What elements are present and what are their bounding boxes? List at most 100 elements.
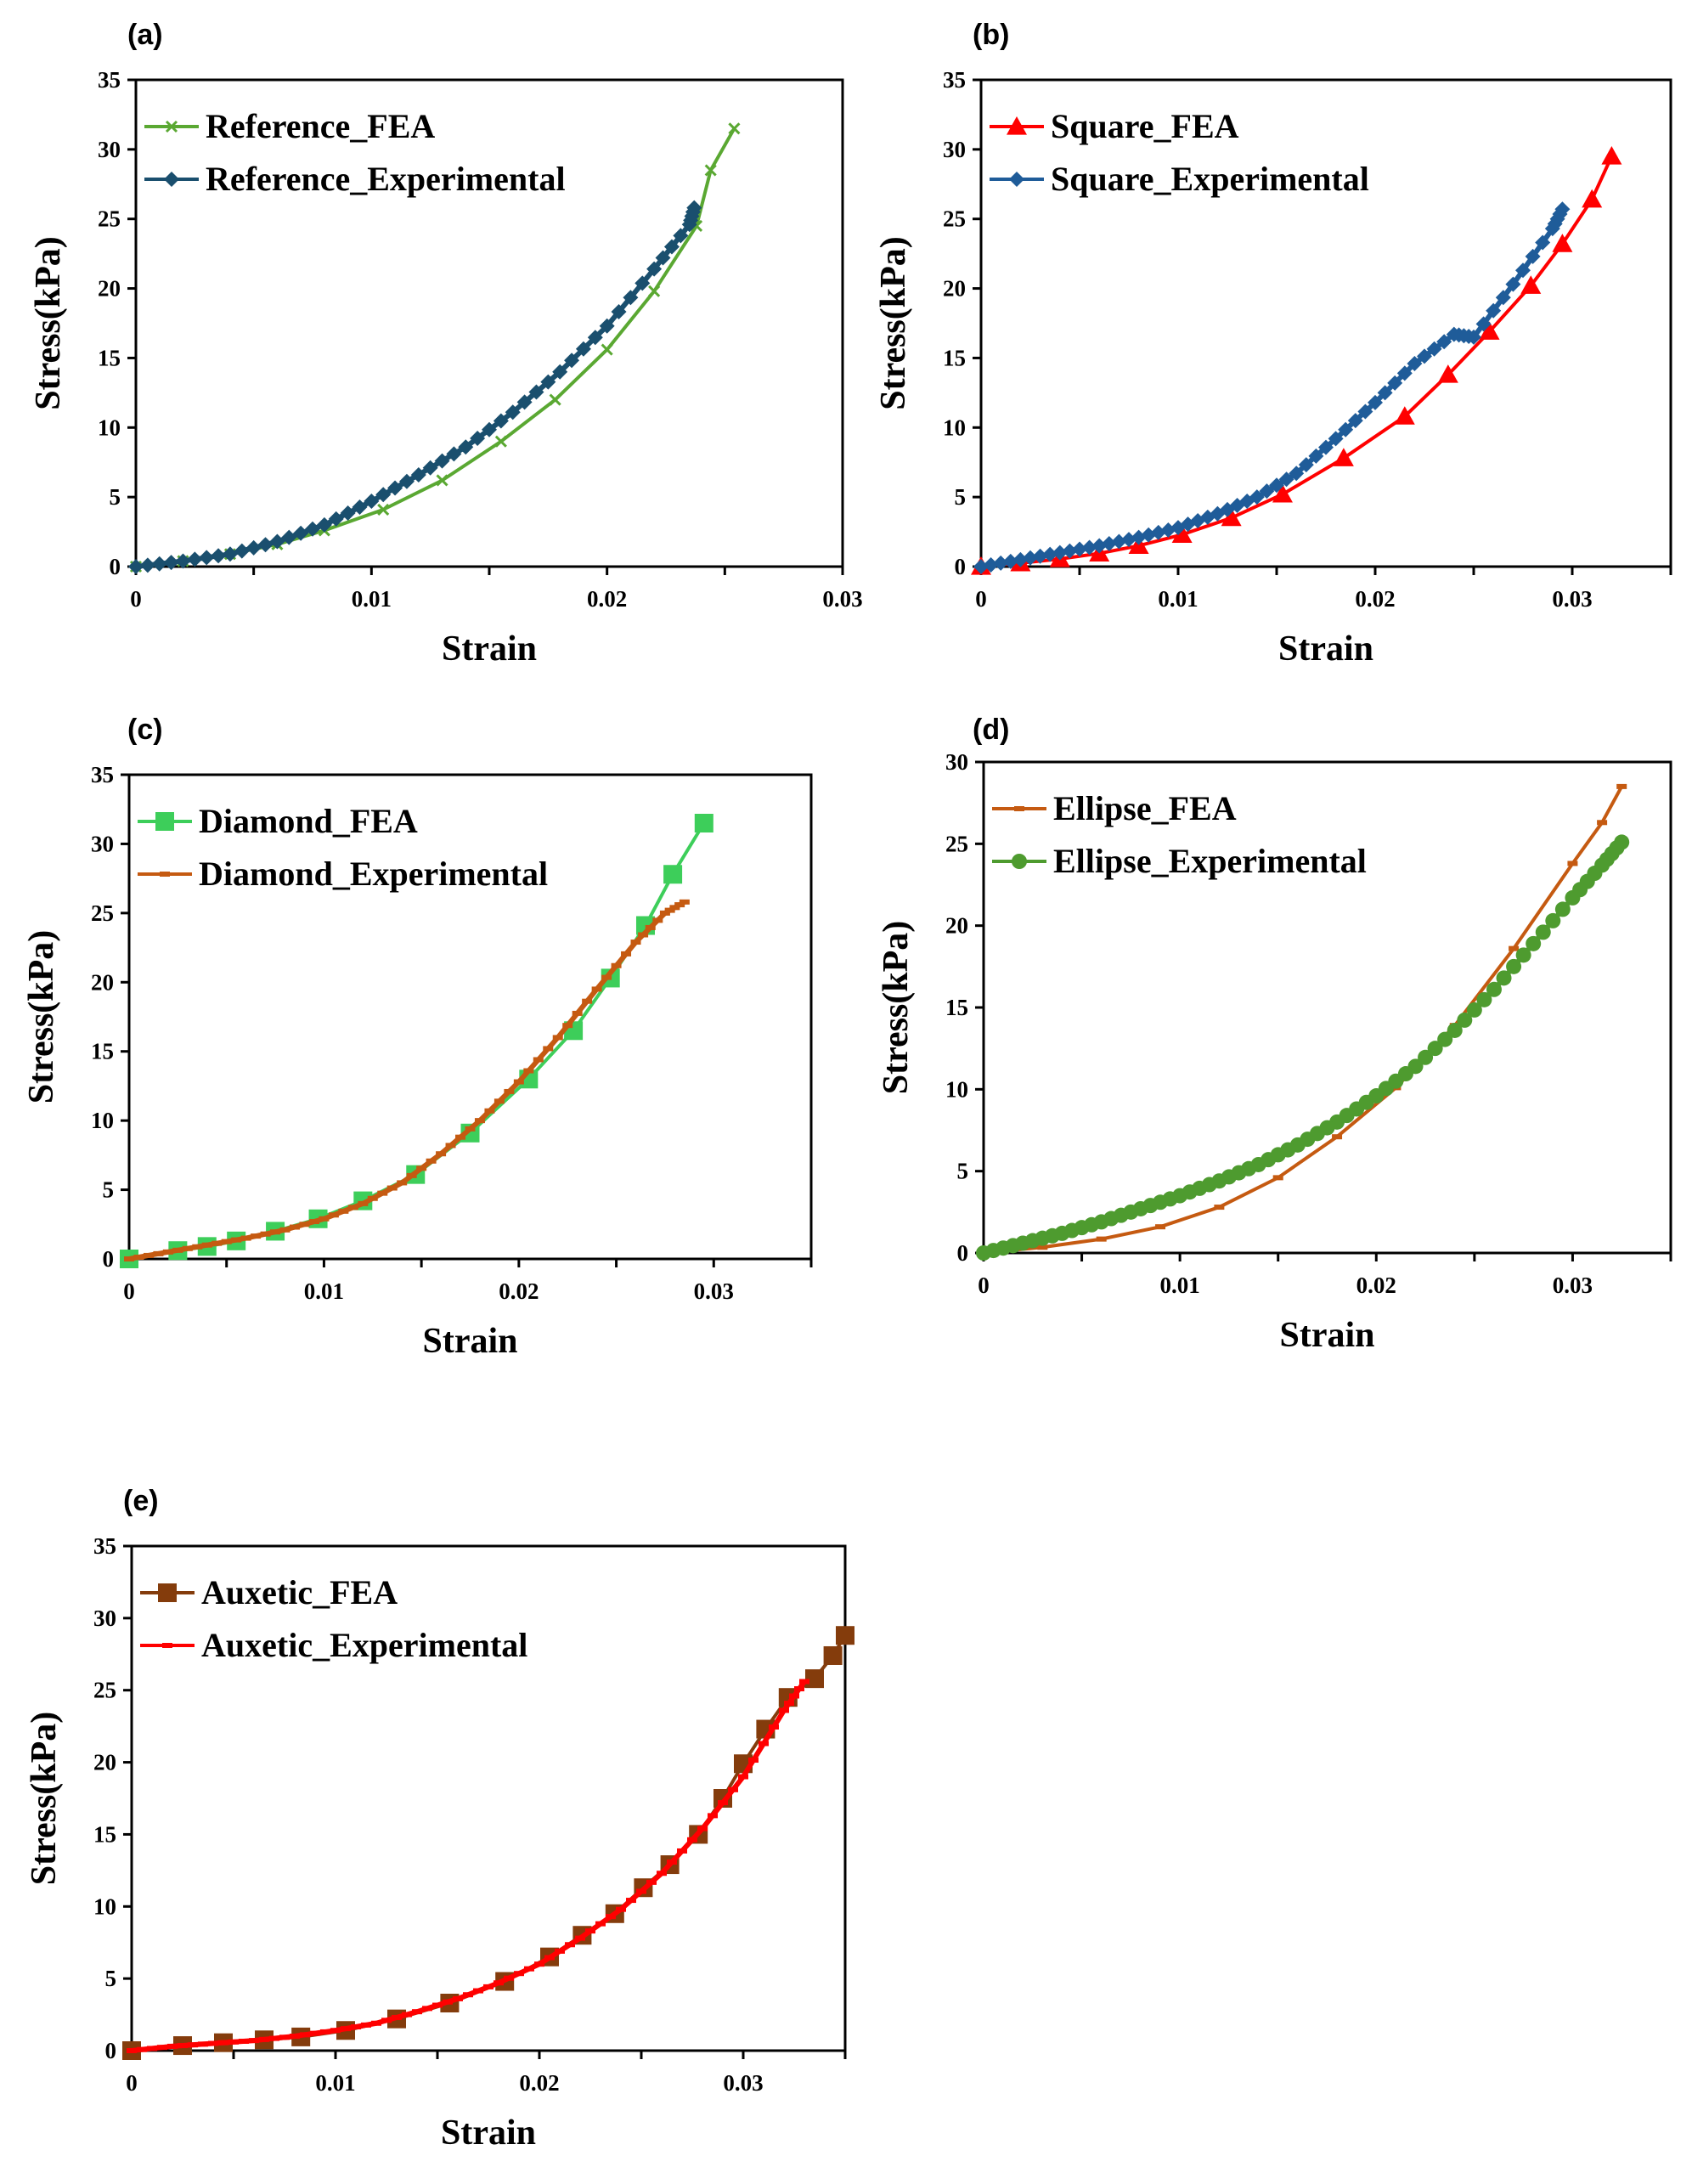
y-tick-label: 30 — [91, 831, 114, 856]
data-point — [704, 164, 717, 177]
data-point — [630, 940, 641, 945]
data-point — [1396, 365, 1413, 381]
data-point — [1096, 1236, 1107, 1242]
data-point — [143, 1252, 154, 1258]
data-point — [157, 2045, 167, 2051]
data-point — [799, 1679, 809, 1685]
data-point — [398, 473, 415, 489]
data-point — [1338, 421, 1354, 437]
data-point — [659, 910, 670, 916]
data-point — [316, 516, 332, 533]
data-point — [564, 353, 580, 369]
data-point — [1278, 471, 1294, 488]
data-point — [371, 2020, 381, 2026]
data-point — [673, 228, 689, 244]
data-point — [505, 404, 521, 420]
data-point — [663, 865, 683, 884]
data-point — [591, 986, 602, 992]
data-point — [697, 1826, 708, 1831]
data-point — [549, 393, 561, 406]
data-point — [305, 521, 320, 537]
data-point — [182, 1245, 193, 1251]
data-point — [1101, 535, 1117, 551]
data-point — [436, 1151, 447, 1157]
data-point — [513, 1079, 524, 1085]
data-point — [201, 1242, 212, 1248]
data-point — [1155, 1224, 1166, 1230]
data-point — [504, 1975, 514, 1981]
data-point — [222, 546, 238, 562]
data-point — [1052, 545, 1068, 561]
x-tick-label: 0.02 — [1356, 1273, 1396, 1298]
data-point — [1377, 385, 1393, 401]
data-point — [290, 2034, 300, 2040]
data-point — [1535, 924, 1551, 940]
data-point — [381, 2018, 392, 2023]
data-point — [1121, 532, 1136, 548]
y-tick-label: 15 — [945, 995, 968, 1020]
data-point — [728, 122, 741, 135]
y-tick-label: 5 — [955, 484, 967, 510]
data-point — [805, 1669, 824, 1689]
data-point — [555, 1948, 565, 1954]
data-point — [128, 559, 144, 574]
data-point — [1486, 302, 1502, 319]
data-point — [1552, 234, 1573, 252]
data-point — [221, 1239, 232, 1244]
data-point — [1597, 820, 1608, 826]
y-axis-title: Stress(kPa) — [29, 236, 68, 410]
data-point — [1587, 866, 1603, 882]
data-point — [300, 2032, 310, 2038]
data-point — [187, 551, 203, 567]
series-Ellipse_Experimental: Ellipse_Experimental — [976, 834, 1630, 1261]
data-point — [416, 1165, 427, 1171]
data-point — [1506, 958, 1522, 974]
y-tick-label: 15 — [943, 345, 966, 370]
panel-label: (c) — [127, 714, 163, 746]
data-point — [167, 2043, 178, 2049]
data-point — [341, 2026, 351, 2032]
data-point — [124, 1256, 134, 1261]
legend-label: Auxetic_Experimental — [201, 1626, 527, 1664]
data-point — [575, 1935, 585, 1941]
data-point — [759, 1741, 769, 1747]
data-point — [769, 1724, 779, 1730]
data-point — [436, 474, 448, 487]
x-tick-label: 0.02 — [1355, 586, 1395, 612]
data-point — [147, 2046, 157, 2051]
data-point — [1609, 840, 1625, 856]
data-point — [1447, 1022, 1463, 1038]
y-axis-title: Stress(kPa) — [874, 236, 913, 410]
series-Ellipse_FEA: Ellipse_FEA — [979, 783, 1627, 1256]
y-tick-label: 0 — [103, 1246, 115, 1272]
data-point — [402, 2012, 412, 2018]
data-point — [1091, 538, 1108, 554]
data-point — [621, 951, 632, 957]
data-point — [269, 2035, 279, 2041]
data-point — [601, 974, 612, 980]
data-point — [685, 204, 701, 220]
y-tick-label: 15 — [93, 1821, 116, 1847]
chart-panel-1: (b) 0 5 10 15 20 25 30 35 0 0.01 0.02 0.03 Strain Stre… — [874, 19, 1672, 669]
x-tick-label: 0.01 — [304, 1278, 344, 1304]
data-point — [239, 2038, 249, 2044]
data-point — [1486, 981, 1502, 997]
data-point — [611, 303, 627, 319]
x-tick-label: 0.03 — [723, 2070, 763, 2096]
legend-label: Square_Experimental — [1051, 160, 1369, 198]
y-tick-label: 25 — [93, 1678, 116, 1703]
data-point — [552, 1035, 563, 1041]
x-tick-label: 0.01 — [352, 586, 392, 612]
data-point — [377, 1190, 388, 1196]
data-point — [667, 1860, 677, 1865]
data-point — [1269, 477, 1284, 494]
data-point — [504, 1088, 515, 1094]
data-point — [483, 1984, 494, 1989]
panel-label: (e) — [123, 1485, 159, 1517]
data-point — [1394, 406, 1415, 425]
y-tick-label: 20 — [943, 276, 966, 302]
y-tick-label: 25 — [91, 900, 114, 926]
data-point — [611, 962, 622, 968]
data-point — [645, 924, 656, 930]
